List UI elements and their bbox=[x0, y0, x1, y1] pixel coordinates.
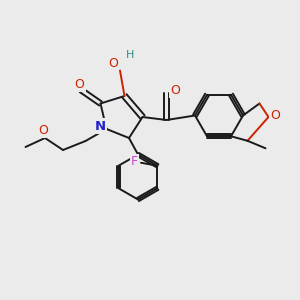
Text: O: O bbox=[270, 109, 280, 122]
Text: O: O bbox=[75, 77, 84, 91]
Text: F: F bbox=[131, 155, 138, 168]
Text: N: N bbox=[94, 119, 106, 133]
Text: O: O bbox=[170, 83, 180, 97]
Text: H: H bbox=[125, 50, 134, 61]
Text: O: O bbox=[39, 124, 48, 137]
Text: O: O bbox=[109, 57, 118, 70]
